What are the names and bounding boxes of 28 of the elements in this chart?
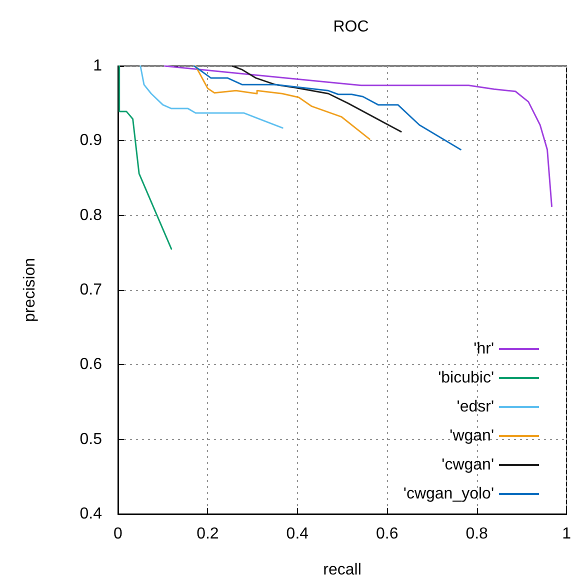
- y-axis-title: precision: [22, 258, 38, 322]
- chart-title: ROC: [333, 18, 369, 36]
- x-tick-label: 0.8: [466, 526, 488, 542]
- x-tick-label: 0.2: [196, 526, 219, 542]
- legend-label: 'bicubic': [438, 370, 494, 386]
- legend-label: 'wgan': [450, 428, 494, 444]
- line-series: [164, 65, 552, 208]
- line-series: [140, 65, 284, 129]
- x-tick-label: 0: [114, 526, 123, 542]
- y-tick-label: 1: [93, 58, 102, 74]
- x-tick-label: 0.6: [376, 526, 398, 542]
- y-tick-label: 0.4: [80, 506, 102, 522]
- x-axis-title: recall: [323, 562, 362, 578]
- x-tick-label: 0.4: [286, 526, 309, 542]
- line-series: [232, 65, 402, 132]
- legend-label: 'hr': [474, 340, 494, 358]
- y-tick-label: 0.5: [80, 430, 102, 448]
- legend-label: 'cwgan': [442, 456, 494, 474]
- y-tick-label: 0.7: [80, 282, 102, 298]
- y-tick-label: 0.9: [80, 132, 102, 150]
- legend-label: 'edsr': [456, 398, 494, 416]
- legend-label: 'cwgan_yolo': [403, 486, 494, 502]
- y-tick-label: 0.8: [80, 206, 102, 224]
- y-tick-label: 0.6: [80, 356, 102, 374]
- line-series: [194, 65, 462, 150]
- line-series: [118, 65, 172, 250]
- x-tick-label: 1: [562, 526, 572, 542]
- line-series: [194, 65, 370, 140]
